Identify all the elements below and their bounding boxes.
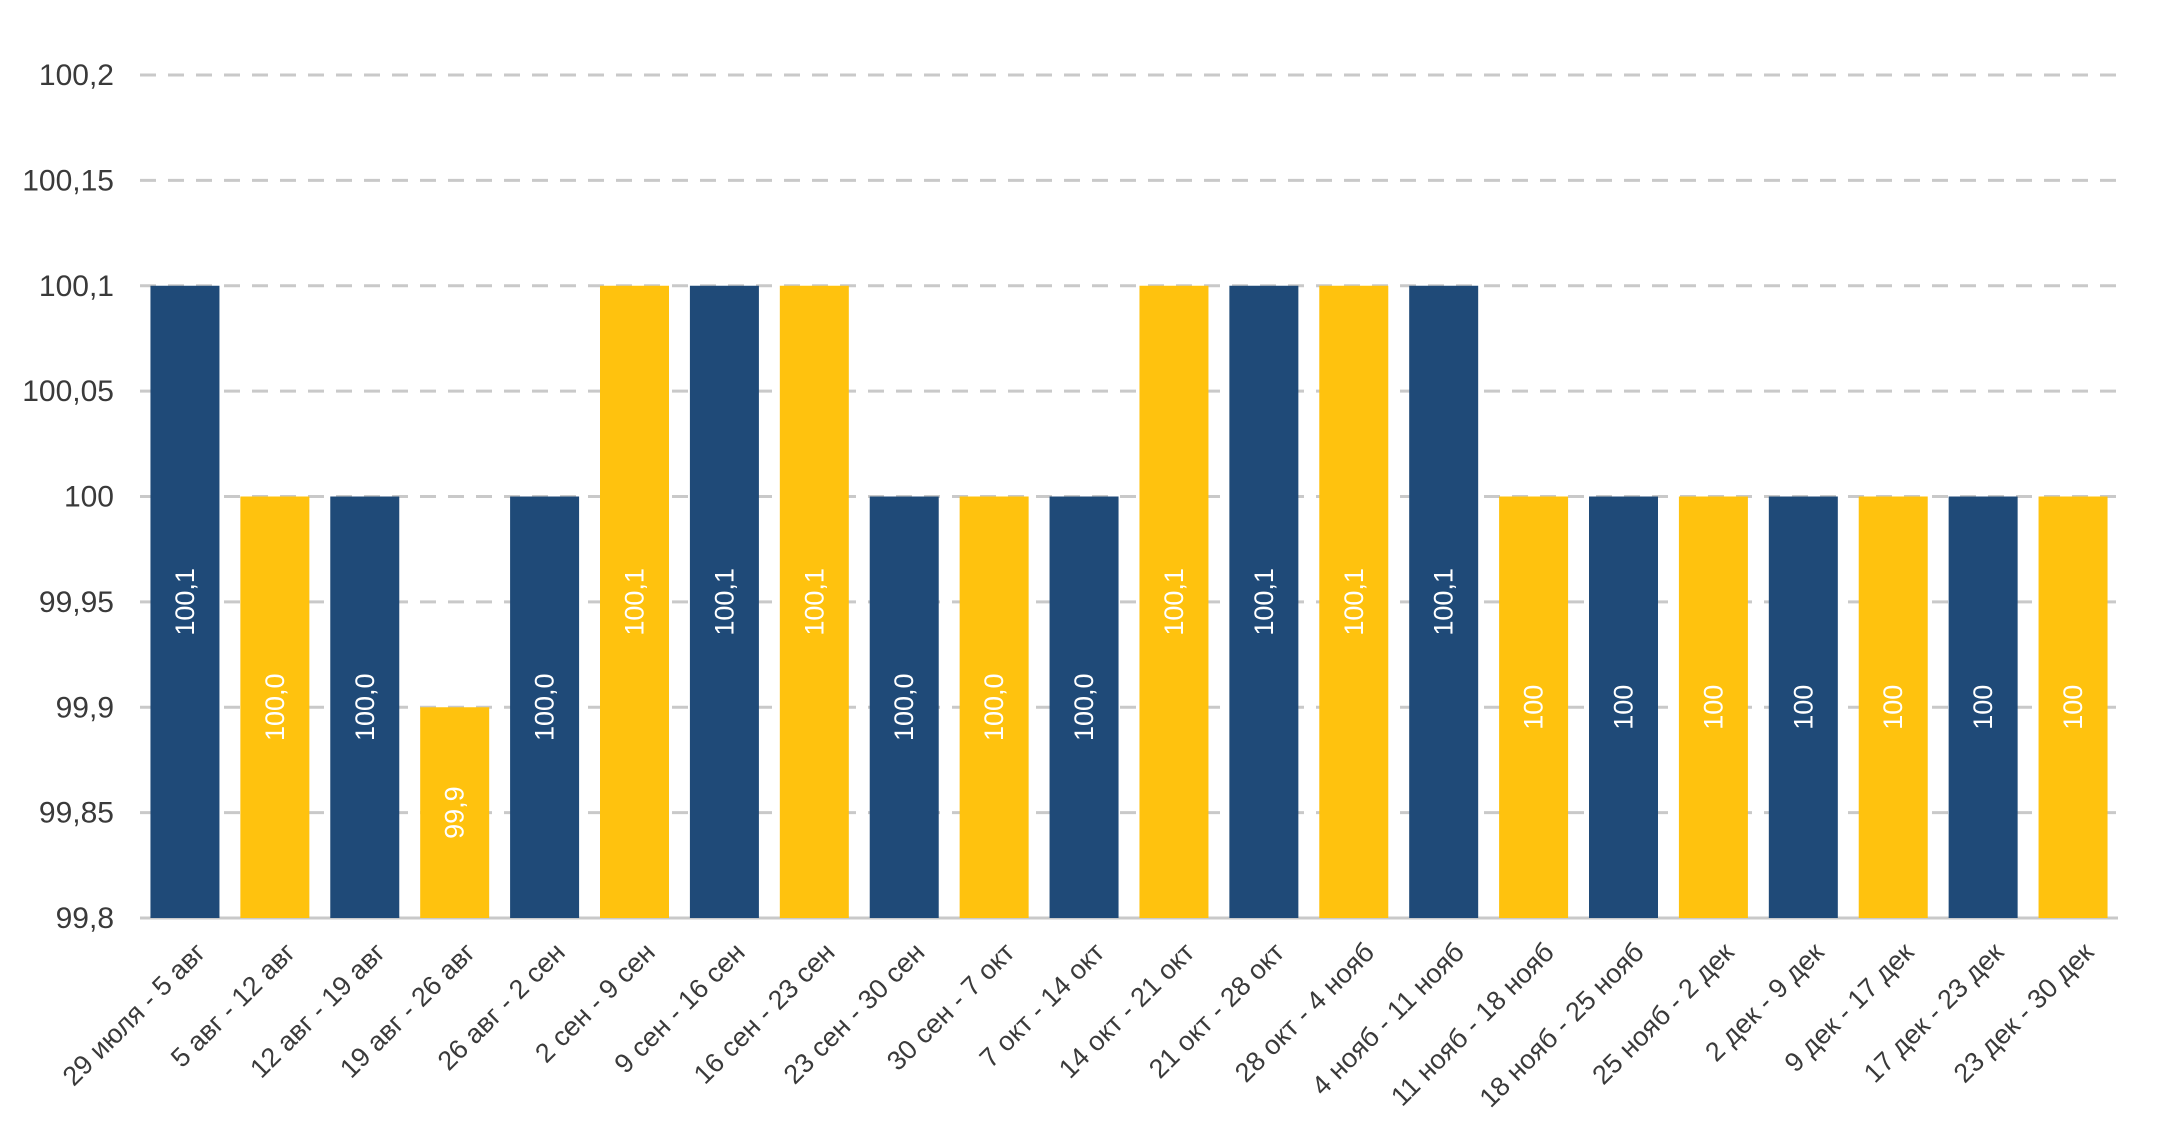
- bar: [1229, 285, 1299, 918]
- bar: [1499, 496, 1569, 918]
- data-label: 100,0: [350, 673, 380, 741]
- bars: [150, 285, 2108, 918]
- data-label: 100: [1968, 685, 1998, 730]
- data-labels: 100,1 100,0 100,0 99,9 100,0 100,1 100,1 100,1 1…: [170, 568, 2088, 839]
- x-tick-label: 18 нояб - 25 нояб: [1474, 937, 1650, 1113]
- bar: [1049, 496, 1119, 918]
- bar: [689, 285, 759, 918]
- bar: [779, 285, 849, 918]
- bar: [420, 707, 490, 918]
- y-tick-label: 99,9: [56, 691, 114, 724]
- data-label: 100: [2058, 685, 2088, 730]
- data-label: 100: [1878, 685, 1908, 730]
- data-label: 100,0: [530, 673, 560, 741]
- data-label: 100,1: [1249, 568, 1279, 636]
- bar: [1319, 285, 1389, 918]
- bar: [1589, 496, 1658, 918]
- x-tick-label: 11 нояб - 18 нояб: [1385, 937, 1560, 1112]
- bar: [1139, 285, 1209, 918]
- data-label: 100: [1609, 685, 1639, 730]
- data-label: 100,1: [620, 568, 650, 636]
- y-tick-label: 99,85: [39, 797, 114, 830]
- y-tick-label: 100,05: [22, 375, 114, 408]
- data-label: 100,0: [979, 673, 1009, 741]
- bar: [1678, 496, 1748, 918]
- data-label: 100,1: [1429, 568, 1459, 636]
- y-axis-ticks: 100,2 100,15 100,1 100,05 100 99,95 99,9 99,85 9…: [22, 59, 114, 935]
- bar: [1409, 285, 1479, 918]
- data-label: 100: [1698, 685, 1728, 730]
- bar: [150, 285, 220, 918]
- bar: [1858, 496, 1928, 918]
- bar: [510, 496, 580, 918]
- data-label: 99,9: [440, 786, 470, 839]
- data-label: 100,0: [260, 673, 290, 741]
- bar: [600, 285, 669, 918]
- data-label: 100,1: [170, 568, 200, 636]
- bar: [330, 496, 400, 918]
- data-label: 100,0: [1069, 673, 1099, 741]
- y-tick-label: 100,2: [39, 59, 114, 92]
- data-label: 100: [1519, 685, 1549, 730]
- data-label: 100,0: [889, 673, 919, 741]
- grid-layer: [140, 73, 2118, 920]
- y-tick-label: 100: [64, 481, 114, 514]
- bar: [869, 496, 939, 918]
- y-tick-label: 99,8: [56, 902, 114, 935]
- y-tick-label: 99,95: [39, 586, 114, 619]
- data-label: 100,1: [1339, 568, 1369, 636]
- data-label: 100,1: [1159, 568, 1189, 636]
- data-label: 100,1: [709, 568, 739, 636]
- y-tick-label: 100,1: [39, 270, 114, 303]
- bar: [1768, 496, 1838, 918]
- data-label: 100,1: [799, 568, 829, 636]
- bar: [2038, 496, 2108, 918]
- bar: [1948, 496, 2018, 918]
- bar: [240, 496, 310, 918]
- y-tick-label: 100,15: [22, 164, 114, 197]
- x-tick-label: 4 нояб - 11 нояб: [1306, 937, 1470, 1101]
- data-label: 100: [1788, 685, 1818, 730]
- bar: [959, 496, 1029, 918]
